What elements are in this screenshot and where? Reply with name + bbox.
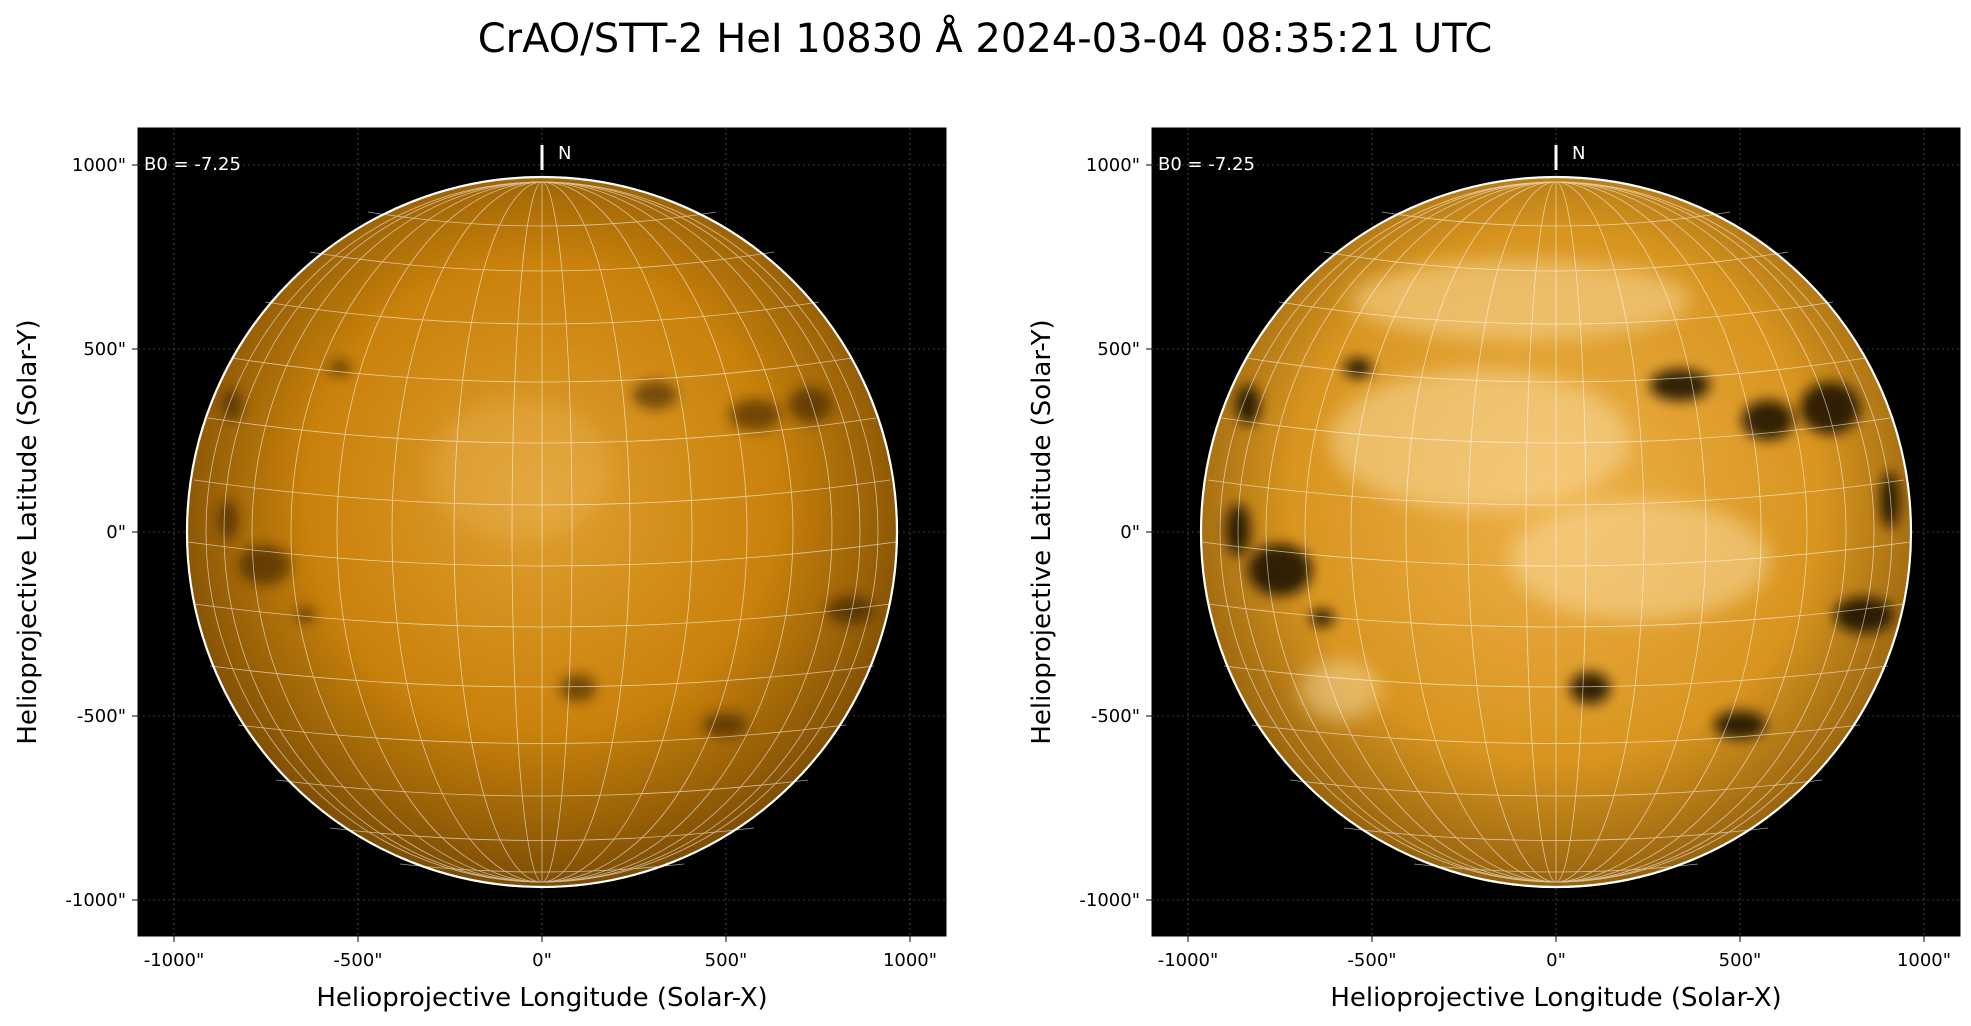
x-tick-label: -500" xyxy=(333,950,382,971)
panel-left-y-ticks: 1000" 500" 0" -500" -1000" xyxy=(65,155,138,911)
panel-left: N B0 = -7.25 -1000" -500" 0" 500" 1000" … xyxy=(13,127,947,1013)
panel-right-y-ticks: 1000" 500" 0" -500" -1000" xyxy=(1079,155,1152,911)
x-tick-label: 0" xyxy=(532,950,552,971)
panel-left-x-axis-label: Helioprojective Longitude (Solar-X) xyxy=(316,983,767,1013)
y-tick-label: -500" xyxy=(1091,706,1140,727)
x-tick-label: 500" xyxy=(705,950,748,971)
x-tick-label: 500" xyxy=(1719,950,1762,971)
panel-right: N B0 = -7.25 -1000" -500" 0" 500" 1000" … xyxy=(1027,127,1961,1013)
y-tick-label: 0" xyxy=(1120,522,1140,543)
panel-right-x-axis-label: Helioprojective Longitude (Solar-X) xyxy=(1330,983,1781,1013)
panel-right-b0-label: B0 = -7.25 xyxy=(1158,154,1255,175)
panel-right-north-label: N xyxy=(1572,143,1585,164)
panel-right-x-ticks: -1000" -500" 0" 500" 1000" xyxy=(1158,936,1951,971)
panel-right-solar-disk xyxy=(1199,175,1913,889)
y-tick-label: -1000" xyxy=(1079,890,1140,911)
panel-left-y-axis-label: Helioprojective Latitude (Solar-Y) xyxy=(13,319,43,744)
panel-left-north-label: N xyxy=(558,143,571,164)
x-tick-label: 0" xyxy=(1546,950,1566,971)
panel-left-solar-disk xyxy=(185,175,899,889)
y-tick-label: -500" xyxy=(77,706,126,727)
panel-left-b0-label: B0 = -7.25 xyxy=(144,154,241,175)
x-tick-label: 1000" xyxy=(1897,950,1951,971)
x-tick-label: -1000" xyxy=(144,950,205,971)
y-tick-label: 1000" xyxy=(72,155,126,176)
y-tick-label: 0" xyxy=(106,522,126,543)
x-tick-label: -1000" xyxy=(1158,950,1219,971)
x-tick-label: -500" xyxy=(1347,950,1396,971)
y-tick-label: 1000" xyxy=(1086,155,1140,176)
y-tick-label: 500" xyxy=(1097,339,1140,360)
panel-right-y-axis-label: Helioprojective Latitude (Solar-Y) xyxy=(1027,319,1057,744)
y-tick-label: -1000" xyxy=(65,890,126,911)
figure-title: CrAO/STT-2 HeI 10830 Å 2024-03-04 08:35:… xyxy=(478,14,1493,62)
x-tick-label: 1000" xyxy=(883,950,937,971)
y-tick-label: 500" xyxy=(83,339,126,360)
panel-left-x-ticks: -1000" -500" 0" 500" 1000" xyxy=(144,936,937,971)
